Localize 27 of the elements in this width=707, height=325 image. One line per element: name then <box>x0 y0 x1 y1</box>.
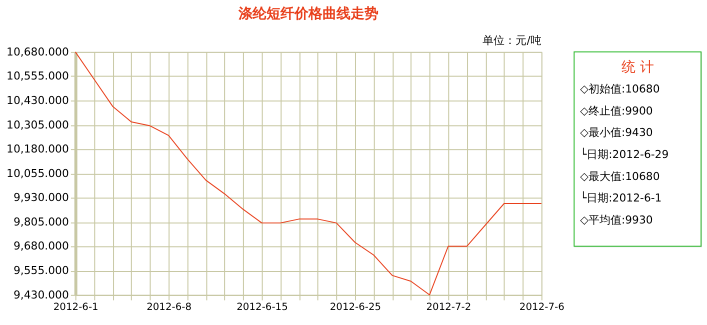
text: └日期:2012-6-29 <box>580 147 669 162</box>
x-tick-label: 2012-6-8 <box>146 302 192 314</box>
x-tick-label: 2012-6-1 <box>53 302 98 314</box>
y-tick-label: 9,805.000 <box>13 215 69 228</box>
y-tick-label: 10,180.000 <box>6 142 69 156</box>
y-tick-label: 9,930.000 <box>13 191 69 204</box>
x-tick-label: 2012-7-2 <box>426 302 472 314</box>
text: └日期:2012-6-1 <box>580 190 662 205</box>
y-tick-label: 10,055.000 <box>6 166 69 180</box>
text: ◇平均值:9930 <box>580 213 653 226</box>
y-tick-label: 9,680.000 <box>13 240 69 253</box>
y-tick-label: 10,555.000 <box>6 70 69 83</box>
x-tick-label: 2012-6-25 <box>330 302 382 314</box>
text: ◇最小值:9430 <box>580 126 653 140</box>
text: ◇终止值:9900 <box>580 104 653 118</box>
x-tick-label: 2012-7-6 <box>519 302 564 314</box>
text: ◇最大值:10680 <box>580 170 660 183</box>
y-tick-label: 10,430.000 <box>6 94 69 107</box>
y-tick-label: 9,430.000 <box>13 288 69 302</box>
x-tick-label: 2012-6-15 <box>236 302 288 314</box>
text: 统 计 <box>621 60 654 76</box>
chart-title: 涤纶短纤价格曲线走势 <box>237 6 378 22</box>
text: ◇初始值:10680 <box>580 82 660 96</box>
y-tick-label: 10,305.000 <box>6 118 69 132</box>
y-tick-label: 9,555.000 <box>13 264 69 278</box>
text: 单位：元/吨 <box>482 34 542 47</box>
y-tick-label: 10,680.000 <box>6 45 69 58</box>
